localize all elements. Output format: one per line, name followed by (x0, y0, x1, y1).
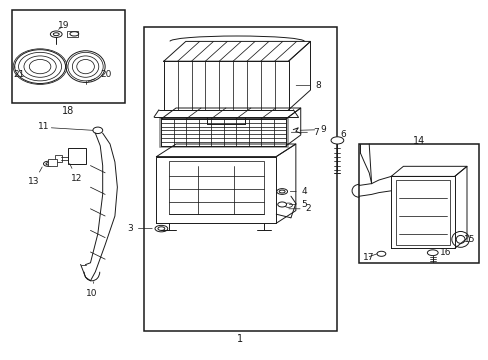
Bar (12, 10, 124, 103)
Bar (144, 27, 337, 331)
Text: 3: 3 (127, 224, 152, 233)
Text: 18: 18 (62, 105, 75, 116)
Text: 9: 9 (300, 125, 325, 134)
Text: 12: 12 (69, 163, 82, 183)
Ellipse shape (427, 250, 437, 256)
Ellipse shape (451, 231, 468, 247)
Ellipse shape (279, 190, 285, 193)
Bar (67, 31, 78, 37)
Text: 10: 10 (85, 282, 97, 298)
Text: 6: 6 (340, 130, 346, 139)
Ellipse shape (376, 251, 385, 256)
Bar (168, 161, 264, 214)
Text: 8: 8 (296, 81, 321, 90)
Ellipse shape (158, 227, 164, 230)
Bar (395, 180, 449, 245)
Ellipse shape (277, 202, 286, 207)
Bar (359, 144, 478, 263)
Text: 17: 17 (362, 253, 373, 262)
Ellipse shape (70, 32, 79, 36)
Text: 20: 20 (88, 70, 111, 81)
Ellipse shape (43, 161, 52, 166)
Ellipse shape (276, 189, 287, 194)
Bar (160, 118, 287, 147)
Text: 2: 2 (288, 204, 311, 213)
Text: 4: 4 (290, 187, 307, 196)
Ellipse shape (53, 33, 59, 36)
Ellipse shape (46, 163, 50, 165)
Bar (55, 155, 62, 162)
Bar (68, 148, 85, 164)
Text: 16: 16 (439, 248, 451, 257)
Text: 15: 15 (463, 235, 474, 244)
Ellipse shape (455, 235, 464, 243)
Text: 13: 13 (28, 167, 42, 186)
Text: 1: 1 (236, 334, 242, 345)
Text: 21: 21 (13, 67, 24, 79)
Text: 11: 11 (38, 122, 50, 131)
Text: 14: 14 (412, 136, 425, 147)
Text: 19: 19 (58, 22, 69, 31)
Ellipse shape (330, 137, 343, 144)
Ellipse shape (50, 31, 62, 37)
Ellipse shape (93, 127, 102, 134)
Ellipse shape (155, 225, 167, 232)
Text: 7: 7 (291, 128, 318, 137)
Bar (48, 159, 57, 166)
Text: 5: 5 (289, 200, 307, 209)
